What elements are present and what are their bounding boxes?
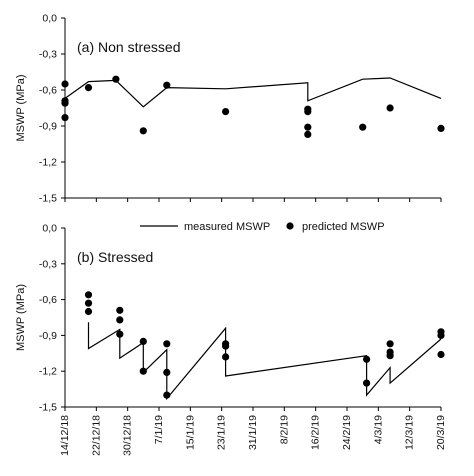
predicted-point-b [84,299,93,307]
x-tick-label: 8/2/19 [278,415,290,444]
panel-title-b: (b) Stressed [77,249,153,265]
measured-line-a [64,77,442,108]
predicted-point-b [363,355,371,363]
predicted-point-b [163,368,171,376]
x-tick-label: 14/12/18 [59,415,71,456]
y-tick-label-a: 0,0 [42,13,57,25]
y-tick-label-a: -1,2 [39,157,57,169]
predicted-point-a [304,130,312,138]
x-tick-label: 15/1/19 [184,415,196,450]
legend-point-swatch [286,222,294,230]
x-tick-label: 31/1/19 [247,415,259,450]
x-tick-label: 23/1/19 [216,415,228,450]
predicted-point-b [116,306,124,314]
predicted-point-b [139,367,147,375]
legend-label-predicted: predicted MSWP [302,221,385,233]
y-tick-label-a: -0,3 [39,49,57,61]
predicted-point-b [437,350,445,359]
predicted-point-a [61,80,69,88]
predicted-point-b [139,337,147,345]
predicted-point-b [84,291,93,299]
predicted-point-b [437,331,445,339]
x-tick-label: 7/1/19 [153,415,165,444]
legend-label-measured: measured MSWP [184,221,270,233]
predicted-point-b [84,307,93,316]
predicted-point-a [437,124,445,132]
predicted-point-a [139,127,147,135]
predicted-point-a [222,108,230,116]
panel-title-a: (a) Non stressed [77,39,180,55]
predicted-point-a [304,123,312,131]
y-tick-label-b: -0,9 [39,330,57,342]
x-tick-label: 24/2/19 [341,415,353,450]
y-tick-label-a: -0,9 [39,121,57,133]
predicted-point-a [359,123,367,131]
y-axis-label-b: MSWP (MPa) [15,284,27,351]
x-tick-label: 30/12/18 [122,415,134,456]
x-tick-label: 4/3/19 [372,415,384,444]
x-tick-label: 22/12/18 [90,415,102,456]
predicted-point-b [222,353,230,361]
y-tick-label-b: -0,6 [39,294,57,306]
x-tick-label: 12/3/19 [404,415,416,450]
y-tick-label-b: -1,2 [39,366,57,378]
predicted-point-b [163,391,171,399]
predicted-point-a [61,99,69,107]
predicted-point-a [163,81,171,89]
predicted-point-a [61,114,69,122]
predicted-point-a [84,84,93,92]
predicted-point-b [363,379,371,387]
predicted-point-a [304,108,312,116]
predicted-point-b [386,352,394,360]
predicted-point-b [222,342,230,350]
x-tick-label: 16/2/19 [310,415,322,450]
y-tick-label-b: -0,3 [39,258,57,270]
predicted-point-b [386,340,394,348]
y-axis-label-a: MSWP (MPa) [15,74,27,141]
predicted-point-a [386,104,394,112]
y-tick-label-b: -1,5 [39,402,57,414]
y-tick-label-b: 0,0 [42,223,57,235]
y-tick-label-a: -1,5 [39,193,57,205]
measured-line-b [87,322,442,401]
x-tick-label: 20/3/19 [435,415,447,450]
predicted-point-b [163,340,171,348]
y-tick-label-a: -0,6 [39,85,57,97]
predicted-point-b [116,330,124,338]
predicted-point-a [112,75,120,83]
predicted-point-b [116,316,124,324]
